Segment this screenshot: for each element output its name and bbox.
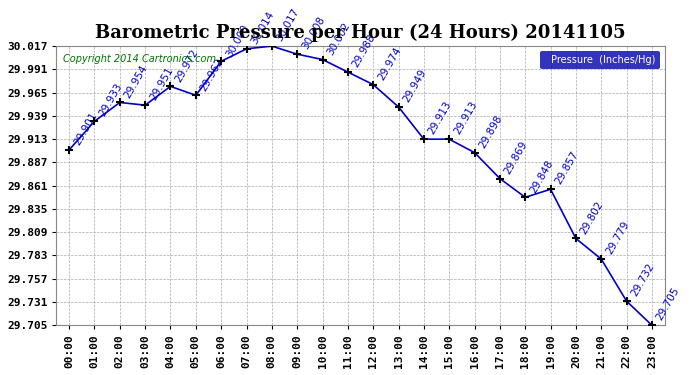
Text: 29.779: 29.779	[604, 220, 631, 256]
Text: 29.933: 29.933	[97, 82, 124, 118]
Text: 30.008: 30.008	[300, 15, 326, 51]
Text: Copyright 2014 Cartronics.com: Copyright 2014 Cartronics.com	[63, 54, 215, 64]
Text: 29.949: 29.949	[402, 68, 428, 104]
Text: 30.014: 30.014	[249, 10, 276, 46]
Text: 29.913: 29.913	[452, 100, 479, 136]
Text: 29.901: 29.901	[72, 111, 99, 147]
Text: 29.848: 29.848	[528, 158, 555, 195]
Text: 29.988: 29.988	[351, 33, 377, 69]
Title: Barometric Pressure per Hour (24 Hours) 20141105: Barometric Pressure per Hour (24 Hours) …	[95, 24, 626, 42]
Text: 29.962: 29.962	[199, 56, 226, 93]
Text: 29.913: 29.913	[426, 100, 453, 136]
Text: 29.732: 29.732	[629, 262, 656, 299]
Text: 29.951: 29.951	[148, 66, 175, 102]
Text: 29.972: 29.972	[173, 47, 200, 84]
Text: 30.017: 30.017	[275, 7, 302, 44]
Legend: Pressure  (Inches/Hg): Pressure (Inches/Hg)	[540, 51, 660, 69]
Text: 29.705: 29.705	[655, 286, 682, 322]
Text: 29.802: 29.802	[579, 199, 606, 236]
Text: 29.898: 29.898	[477, 113, 504, 150]
Text: 29.974: 29.974	[376, 45, 403, 82]
Text: 29.954: 29.954	[123, 63, 150, 100]
Text: 29.857: 29.857	[553, 150, 580, 186]
Text: 30.002: 30.002	[325, 21, 352, 57]
Text: 30.000: 30.000	[224, 22, 250, 58]
Text: 29.869: 29.869	[502, 139, 529, 176]
